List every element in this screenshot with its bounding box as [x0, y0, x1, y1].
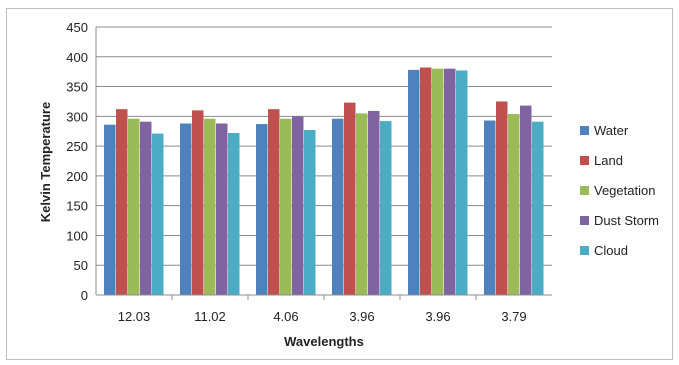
bar-cloud	[304, 130, 316, 295]
bar-land	[420, 67, 432, 296]
y-tick-label: 350	[66, 80, 88, 95]
bar-water	[256, 124, 268, 295]
x-tick-label: 3.79	[501, 309, 526, 324]
legend-swatch-water	[580, 126, 589, 135]
bar-water	[180, 123, 192, 295]
bar-dust-storm	[140, 121, 152, 296]
bar-vegetation	[128, 118, 140, 296]
legend-label-cloud: Cloud	[594, 243, 628, 258]
bar-water	[484, 120, 496, 295]
legend-label-dust-storm: Dust Storm	[594, 213, 659, 228]
y-axis-title: Kelvin Temperature	[38, 102, 53, 222]
bar-dust-storm	[520, 105, 532, 295]
legend-swatch-cloud	[580, 246, 589, 255]
y-tick-labels: 0 50 100 150 200 250 300 350 400 450	[66, 20, 88, 303]
bar-land	[344, 102, 356, 295]
legend-label-water: Water	[594, 123, 629, 138]
y-tick-label: 400	[66, 50, 88, 65]
axes	[95, 27, 552, 300]
bar-cloud	[380, 121, 392, 295]
bar-vegetation	[356, 113, 368, 295]
x-tick-label: 12.03	[118, 309, 151, 324]
x-axis-title: Wavelengths	[284, 334, 364, 349]
gridlines	[96, 26, 552, 266]
bar-dust-storm	[368, 110, 380, 296]
legend-label-land: Land	[594, 153, 623, 168]
y-tick-label: 50	[74, 258, 88, 273]
bar-dust-storm	[444, 68, 456, 295]
legend-swatch-land	[580, 156, 589, 165]
bar-cloud	[532, 121, 544, 296]
x-tick-labels: 12.03 11.02 4.06 3.96 3.96 3.79	[118, 309, 527, 324]
bar-cloud	[228, 133, 240, 295]
bar-water	[332, 118, 344, 296]
y-tick-label: 100	[66, 228, 88, 243]
bar-cloud	[456, 70, 468, 295]
bar-vegetation	[204, 118, 216, 296]
bar-cloud	[152, 133, 164, 295]
bar-land	[496, 101, 508, 295]
x-tick-label: 3.96	[425, 309, 450, 324]
legend-swatch-vegetation	[580, 186, 589, 195]
y-tick-label: 0	[81, 288, 88, 303]
bar-land	[268, 109, 280, 295]
y-tick-label: 300	[66, 109, 88, 124]
bar-water	[104, 124, 116, 295]
bar-land	[116, 109, 128, 295]
x-tick-label: 11.02	[194, 309, 226, 324]
bar-land	[192, 110, 204, 295]
bar-vegetation	[508, 113, 520, 295]
bar-vegetation	[280, 118, 292, 296]
y-tick-label: 200	[66, 169, 88, 184]
bar-dust-storm	[292, 116, 304, 295]
legend-label-vegetation: Vegetation	[594, 183, 655, 198]
y-tick-label: 450	[66, 20, 88, 35]
bar-water	[408, 69, 420, 295]
x-tick-label: 3.96	[349, 309, 374, 324]
legend: Water Land Vegetation Dust Storm Cloud	[580, 123, 659, 258]
y-tick-label: 150	[66, 199, 88, 214]
bar-vegetation	[432, 68, 444, 295]
y-tick-label: 250	[66, 139, 88, 154]
bars	[104, 67, 544, 296]
bar-dust-storm	[216, 123, 228, 295]
x-tick-label: 4.06	[273, 309, 298, 324]
legend-swatch-dust-storm	[580, 216, 589, 225]
